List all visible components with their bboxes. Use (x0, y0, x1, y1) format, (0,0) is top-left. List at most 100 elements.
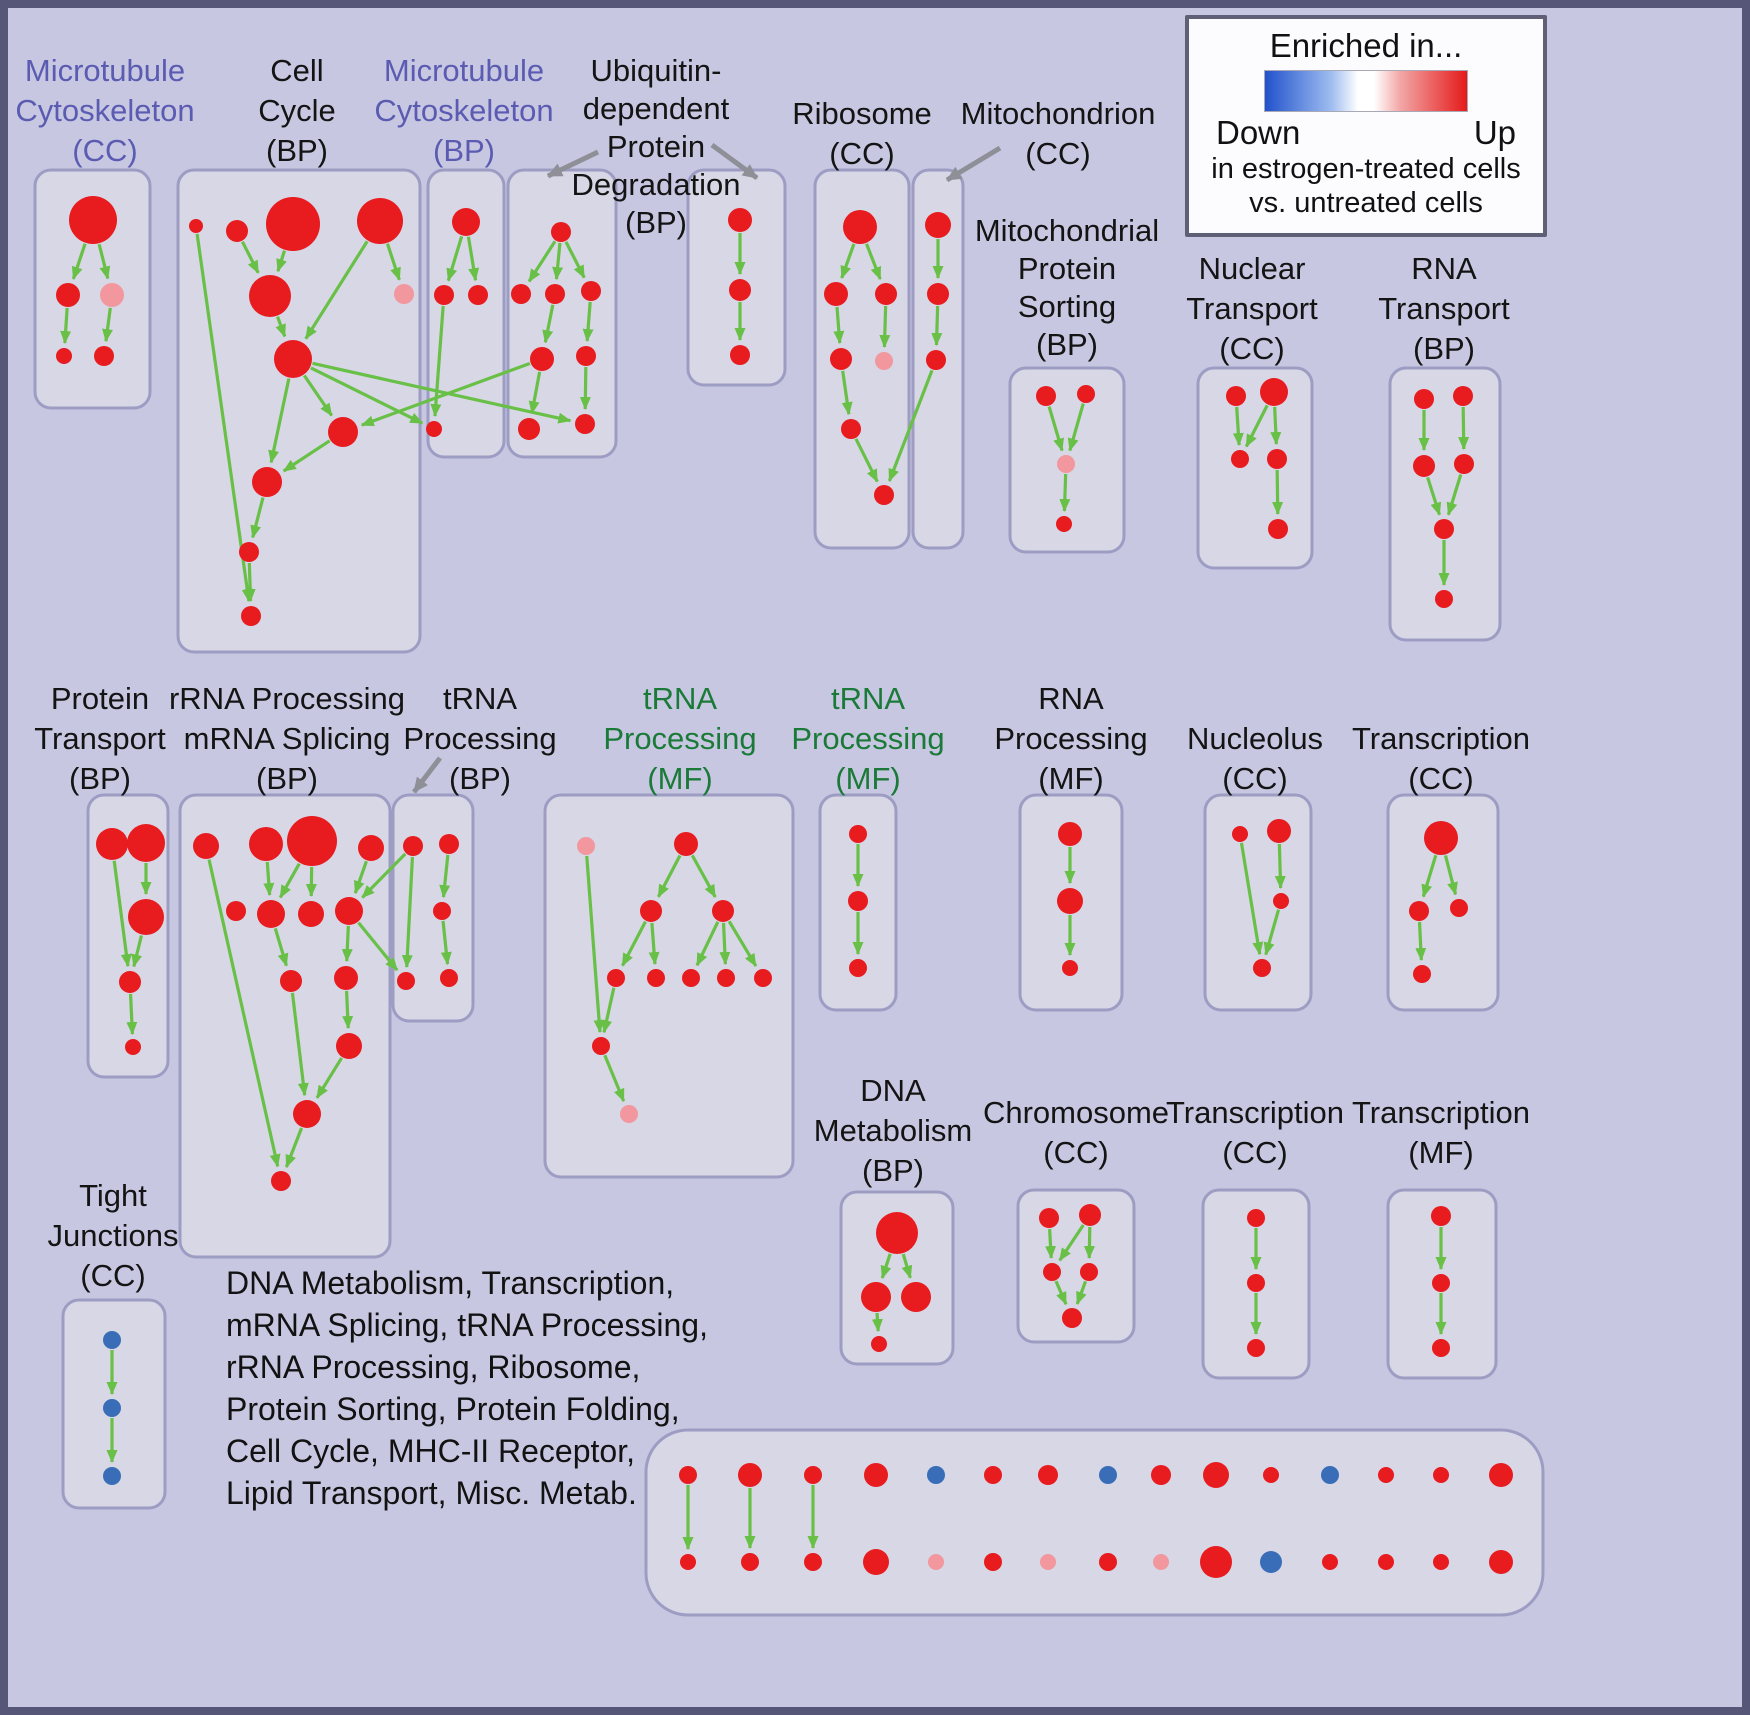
go-term-node-rr6 (257, 900, 285, 928)
go-term-node-cc3 (266, 197, 320, 251)
label-pointer-arrow (546, 149, 600, 179)
legend-gradient-bar (1264, 70, 1468, 112)
edge-cc10-cc11 (244, 562, 256, 603)
edge-tsc1-tsc2 (1421, 854, 1438, 898)
go-term-node-tmf11 (620, 1105, 638, 1123)
go-term-node-rr8 (335, 897, 363, 925)
legend-subtitle-1: in estrogen-treated cells (1211, 153, 1521, 185)
edge-rr3-rr6 (278, 862, 301, 899)
edge-cc7-ub8 (312, 361, 572, 424)
go-term-node-bt6 (984, 1466, 1002, 1484)
go-term-node-rt2 (1453, 386, 1473, 406)
trna-processing-mf-small-label: tRNA Processing (MF) (791, 681, 944, 796)
go-term-node-tms1 (849, 825, 867, 843)
group-box-trna-processing-mf-large (543, 793, 795, 1179)
group-box-nuclear-transport (1196, 366, 1314, 570)
go-term-node-dm1 (876, 1212, 918, 1254)
go-term-node-mtcc4 (56, 348, 72, 364)
edge-ub6-ub8 (579, 366, 591, 411)
edge-trb1-trb4 (401, 856, 415, 969)
edge-rr8-rr10 (341, 925, 353, 963)
go-term-node-rt4 (1454, 454, 1474, 474)
label-pointer-arrow (945, 145, 1002, 183)
go-term-node-tj3 (103, 1467, 121, 1485)
edge-rr12-rr13 (284, 1127, 304, 1168)
edge-mtcc3-mtcc5 (102, 307, 113, 343)
edge-mps1-mps3 (1047, 406, 1064, 452)
edge-cc5-cc7 (275, 316, 287, 338)
nucleolus-label: Nucleolus (CC) (1187, 721, 1323, 796)
tight-junctions-label: Tight Junctions (CC) (48, 1178, 179, 1293)
go-term-node-tmf2 (674, 832, 698, 856)
legend-title: Enriched in... (1269, 27, 1463, 64)
microtubule-cytoskeleton-cc-label: Microtubule Cytoskeleton (CC) (15, 53, 194, 168)
trna-processing-bp-label: tRNA Processing (BP) (403, 681, 556, 796)
edge-rib4-rib6 (841, 370, 853, 416)
label-pointer-arrow (710, 142, 759, 181)
edge-rib6-rib7 (854, 438, 879, 483)
edge-rib2-rib4 (833, 306, 845, 345)
go-term-node-bt11 (1263, 1467, 1279, 1483)
ribosome-label: Ribosome (CC) (792, 96, 932, 171)
go-term-node-dm3 (901, 1282, 931, 1312)
edge-trb1-rr8 (361, 852, 407, 899)
go-term-node-mps4 (1056, 516, 1072, 532)
go-term-node-tmf10 (592, 1037, 610, 1055)
mitochondrion-label: Mitochondrion (CC) (961, 96, 1156, 171)
go-term-node-ub7 (518, 418, 540, 440)
go-term-node-rr13 (271, 1171, 291, 1191)
edge-cc2-cc5 (241, 240, 260, 274)
go-term-node-bt10 (1203, 1462, 1229, 1488)
edge-rib1-rib2 (840, 243, 856, 279)
go-term-node-cc4 (357, 198, 403, 244)
edge-tmf2-tmf4 (690, 854, 717, 898)
go-term-node-bt9 (1151, 1465, 1171, 1485)
edge-rr2-rr6 (263, 861, 275, 897)
go-term-node-bb7 (1040, 1554, 1056, 1570)
edge-tsc1-tsc3 (1443, 855, 1458, 896)
go-term-node-cc8 (328, 417, 358, 447)
go-term-node-tms3 (849, 959, 867, 977)
go-term-node-ubv2 (729, 279, 751, 301)
go-term-node-tmb2 (1432, 1274, 1450, 1292)
rna-transport-label: RNA Transport (BP) (1378, 251, 1510, 366)
go-term-node-tmf1 (577, 837, 595, 855)
legend-down-label: Down (1216, 114, 1301, 151)
go-term-node-trb3 (433, 902, 451, 920)
go-term-node-ubv3 (730, 345, 750, 365)
edge-rr4-rr8 (353, 860, 368, 895)
go-term-node-cc7 (274, 340, 312, 378)
edge-tsc2-tsc4 (1415, 921, 1427, 962)
go-term-node-bb14 (1433, 1554, 1449, 1570)
legend-scale-labels: Down Up (1216, 114, 1516, 152)
go-term-node-bb5 (928, 1554, 944, 1570)
go-term-node-mtbp4 (426, 421, 442, 437)
go-term-node-pt2 (127, 824, 165, 862)
group-box-dna-metabolism (839, 1190, 955, 1366)
go-term-node-rr9 (280, 970, 302, 992)
edge-rr9-rr12 (290, 992, 309, 1097)
go-term-node-ub3 (545, 284, 565, 304)
go-term-node-bb13 (1378, 1554, 1394, 1570)
go-term-node-ub2 (511, 284, 531, 304)
rna-processing-mf-label: RNA Processing (MF) (994, 681, 1147, 796)
rrna-mrna-label: rRNA Processing mRNA Splicing (BP) (169, 681, 405, 796)
edge-rt3-rt5 (1426, 476, 1442, 516)
go-term-node-rr10 (334, 966, 358, 990)
go-term-node-bb8 (1099, 1553, 1117, 1571)
go-term-node-mito1 (925, 212, 951, 238)
go-term-node-pt5 (125, 1039, 141, 1055)
edge-cc9-cc10 (250, 497, 265, 539)
go-term-node-rr4 (358, 835, 384, 861)
go-term-node-tmb3 (1432, 1339, 1450, 1357)
edge-chr2-chr4 (1083, 1226, 1095, 1260)
edge-tmf4-tmf9 (727, 920, 758, 967)
go-term-node-mito3 (926, 350, 946, 370)
edge-rib1-rib3 (865, 243, 882, 281)
go-term-node-mtbp1 (452, 208, 480, 236)
edge-chr2-chr3 (1058, 1224, 1085, 1262)
microtubule-cytoskeleton-bp-label: Microtubule Cytoskeleton (BP) (374, 53, 553, 168)
go-term-node-ubv1 (728, 208, 752, 232)
go-term-node-bb1 (680, 1554, 696, 1570)
edge-cc3-cc5 (276, 250, 287, 273)
